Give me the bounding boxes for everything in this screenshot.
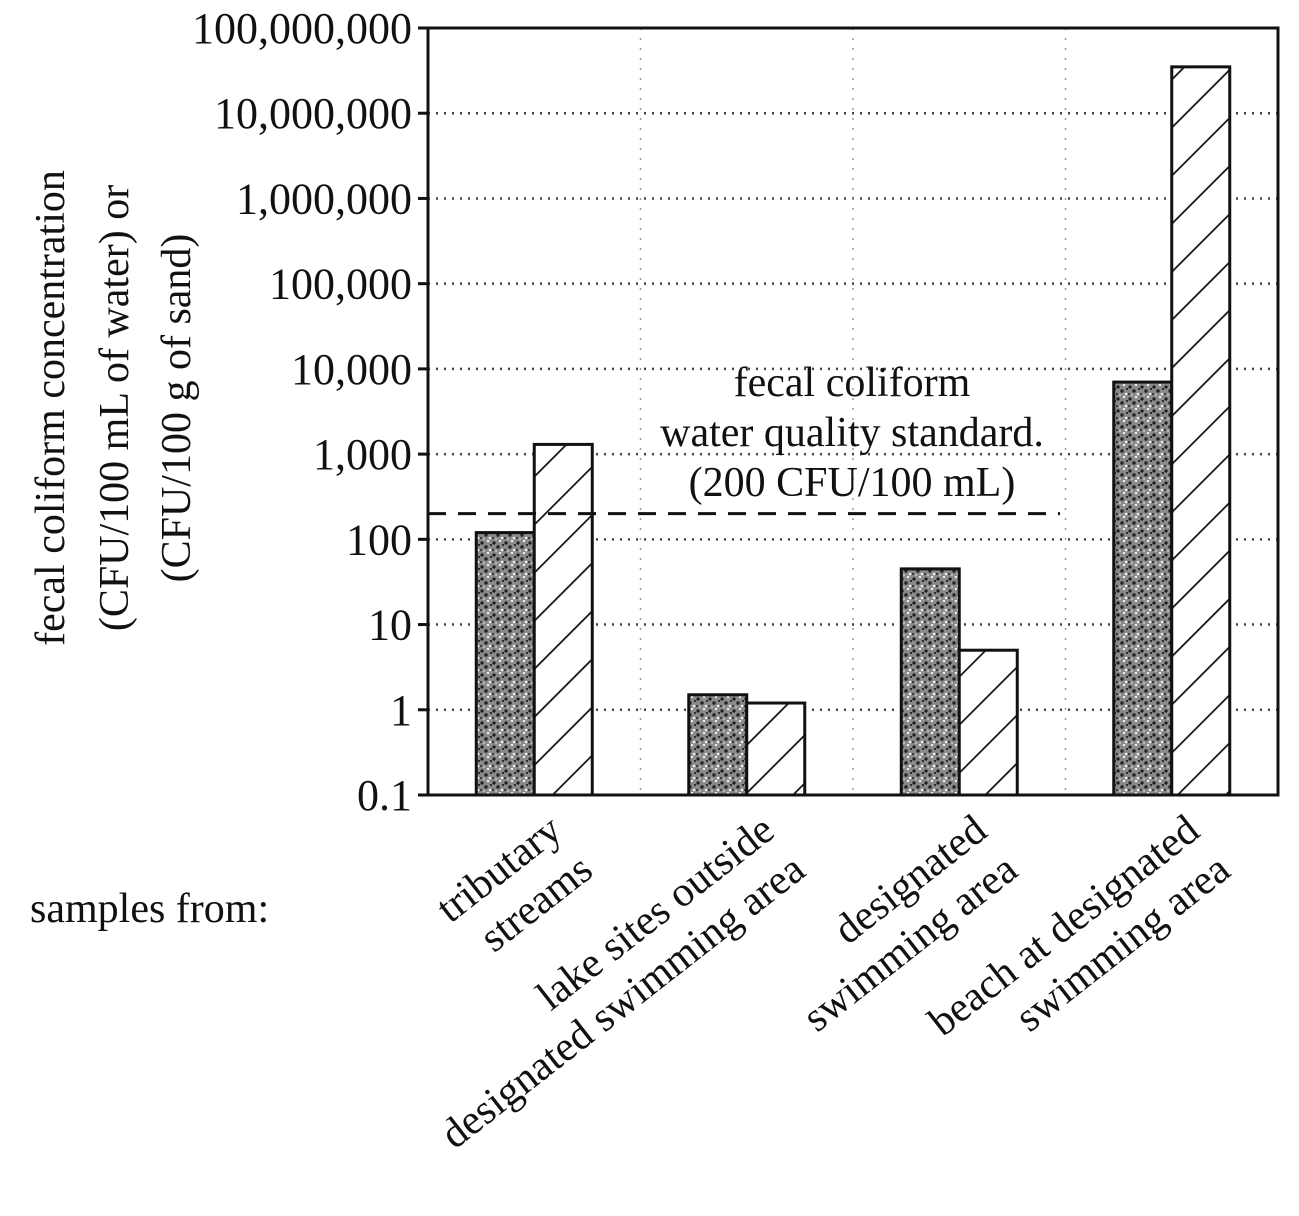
y-tick-label: 100,000 [269,260,412,309]
bar-diagonal-hatch [957,648,1019,797]
bar-stippled [1112,380,1174,797]
y-tick-label: 100,000,000 [192,4,412,53]
x-axis-prefix: samples from: [30,886,269,932]
bar-diagonal-hatch [745,701,807,797]
y-axis-title-line2: (CFU/100 mL of water) or [92,185,138,631]
y-tick-label: 1,000,000 [236,174,412,223]
bar-stippled [899,567,961,797]
bars [474,65,1232,797]
reference-label-line2: water quality standard. [660,410,1044,456]
y-axis-title-line3: (CFU/100 g of sand) [154,234,200,583]
bar-stippled [687,693,749,797]
reference-label-line3: (200 CFU/100 mL) [689,460,1016,506]
y-axis-title: fecal coliform concentration (CFU/100 mL… [28,170,200,646]
reference-line-label: fecal coliform water quality standard. (… [660,360,1044,506]
y-tick-label: 0.1 [357,771,412,820]
bar-diagonal-hatch [1170,65,1232,797]
plot-frame [426,26,1280,797]
bar-stippled [474,531,536,797]
bar-diagonal-hatch [532,442,594,797]
y-tick-label: 10,000 [291,345,412,394]
y-tick-label: 10,000,000 [214,89,412,138]
reference-label-line1: fecal coliform [734,360,971,406]
y-axis-ticks: 0.1 1 10 100 1,000 10,000 100,000 1,000,000 10,0… [192,4,428,820]
gridlines [428,28,1278,795]
y-axis-title-line1: fecal coliform concentration [28,170,74,646]
y-tick-label: 100 [346,515,412,564]
y-tick-label: 1,000 [313,430,412,479]
y-tick-label: 10 [368,601,412,650]
y-tick-label: 1 [390,686,412,735]
